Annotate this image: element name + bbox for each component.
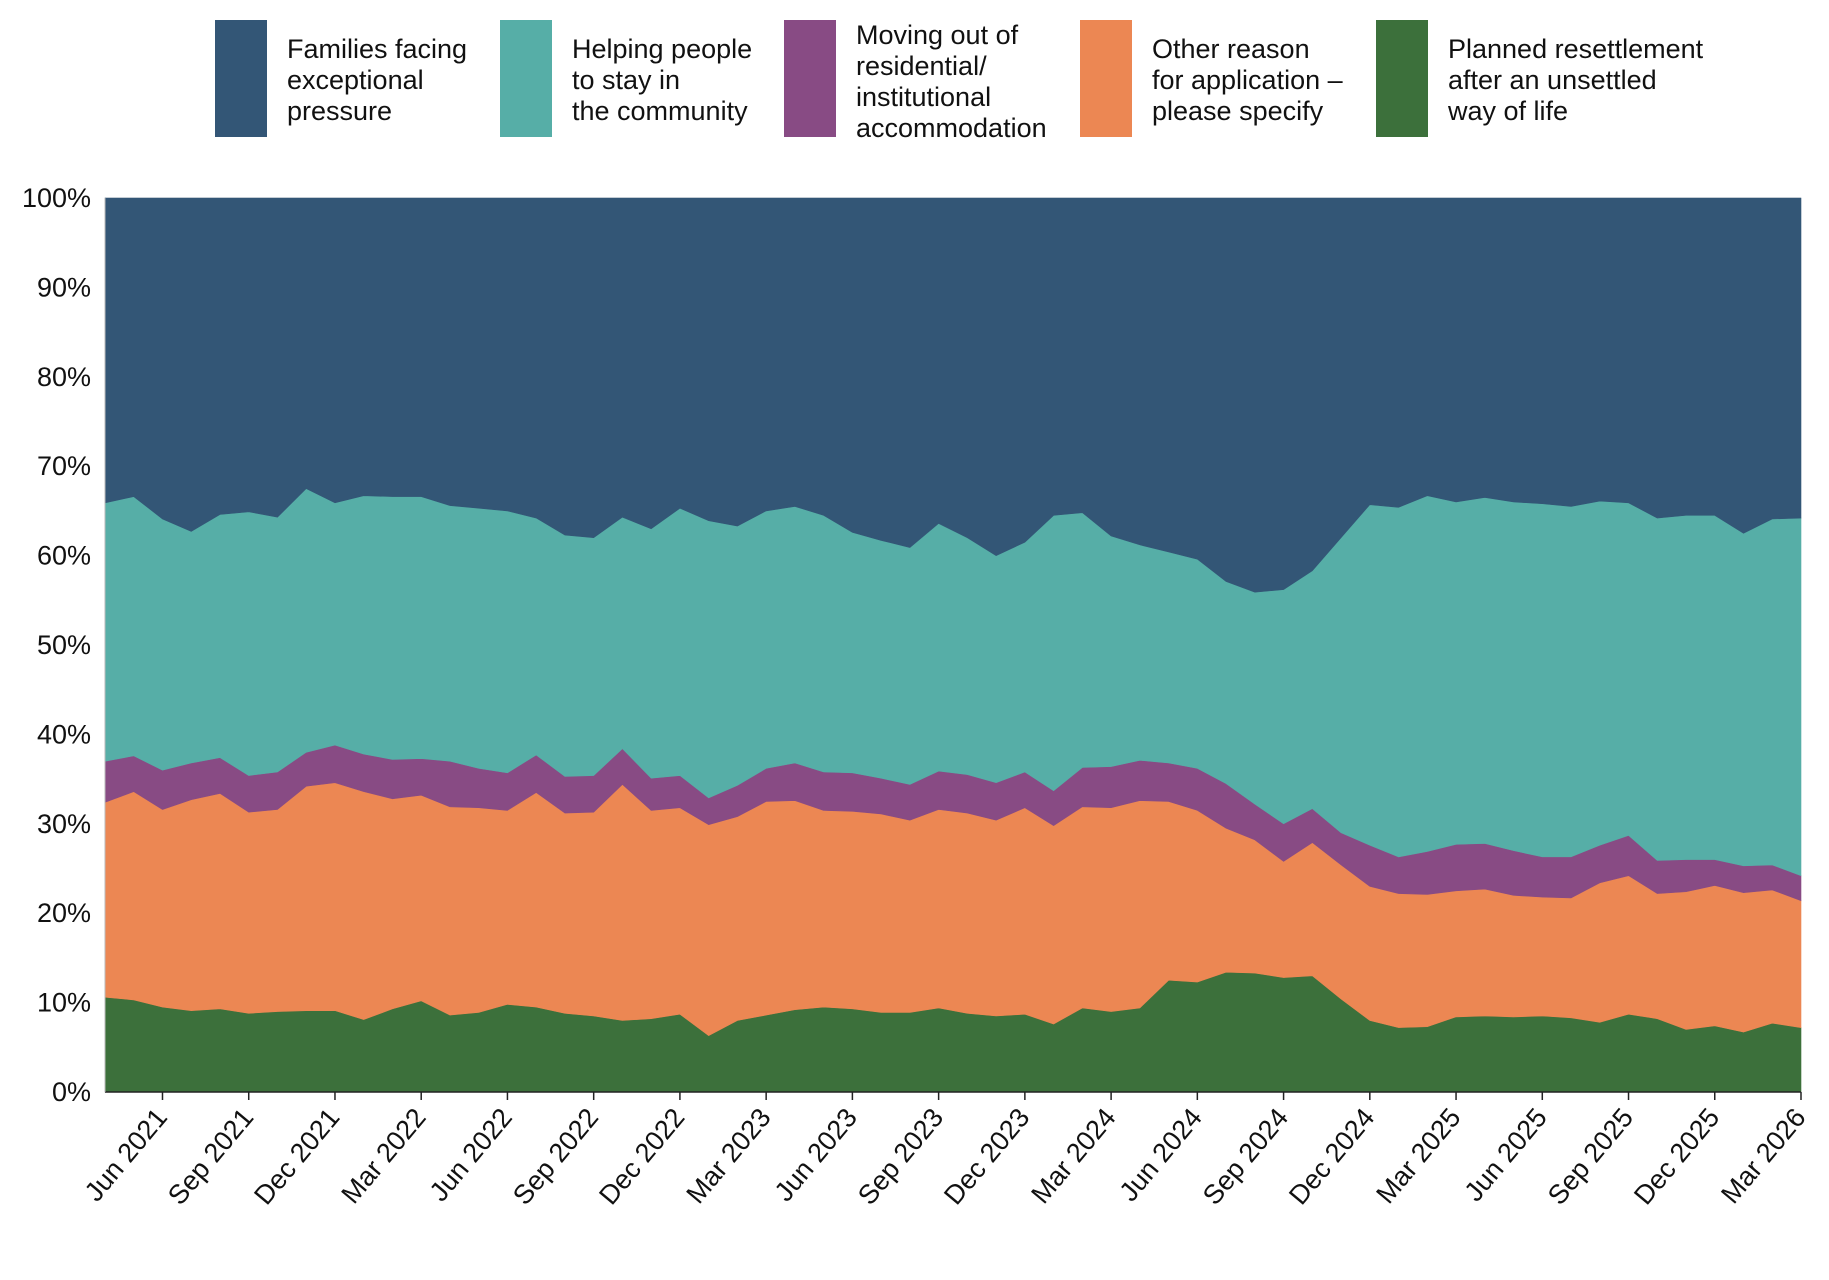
axes <box>104 198 1801 1093</box>
legend-label: Families facing exceptional pressure <box>287 34 468 126</box>
x-tick-label: Sep 2025 <box>1542 1103 1639 1211</box>
area-series <box>104 197 1802 1093</box>
x-tick-label: Mar 2023 <box>680 1103 776 1210</box>
y-tick-label: 0% <box>52 1077 91 1107</box>
legend-swatch <box>784 20 836 137</box>
y-tick-label: 10% <box>37 988 91 1018</box>
area-families-facing-exceptional-pressure[interactable] <box>104 197 1802 593</box>
x-tick-label: Sep 2024 <box>1197 1103 1294 1211</box>
x-tick-label: Jun 2024 <box>1114 1103 1208 1207</box>
x-tick-label: Mar 2026 <box>1715 1103 1811 1210</box>
y-axis-ticks: 0% 10% 20% 30% 40% 50% 60% 70% 80% 90% 100% <box>22 183 91 1107</box>
x-tick-label: Jun 2023 <box>769 1103 863 1207</box>
x-tick-label: Sep 2023 <box>852 1103 949 1211</box>
x-tick-label: Jun 2022 <box>424 1103 518 1207</box>
x-tick-label: Mar 2024 <box>1025 1103 1121 1210</box>
y-tick-label: 80% <box>37 362 91 392</box>
x-tick-label: Dec 2024 <box>1283 1103 1380 1211</box>
legend-swatch <box>215 20 267 137</box>
x-tick-label: Mar 2022 <box>335 1103 431 1210</box>
x-tick-label: Sep 2021 <box>162 1103 259 1211</box>
legend-label: Other reason for application – please sp… <box>1152 34 1343 126</box>
legend-swatch <box>500 20 552 137</box>
x-tick-label: Dec 2021 <box>248 1103 345 1211</box>
y-tick-label: 40% <box>37 719 91 749</box>
x-tick-label: Dec 2022 <box>593 1103 690 1211</box>
y-tick-label: 30% <box>37 809 91 839</box>
x-tick-label: Sep 2022 <box>507 1103 604 1211</box>
legend-label: Planned resettlement after an unsettled … <box>1448 34 1704 126</box>
legend-label: Helping people to stay in the community <box>572 34 753 126</box>
x-tick-label: Mar 2025 <box>1370 1103 1466 1210</box>
legend-swatch <box>1080 20 1132 137</box>
y-tick-label: 100% <box>22 183 91 213</box>
y-tick-label: 60% <box>37 541 91 571</box>
legend-swatch <box>1376 20 1428 137</box>
y-tick-label: 20% <box>37 898 91 928</box>
x-tick-label: Jun 2025 <box>1458 1103 1552 1207</box>
x-tick-label: Dec 2025 <box>1628 1103 1725 1211</box>
y-tick-label: 70% <box>37 451 91 481</box>
y-tick-label: 90% <box>37 272 91 302</box>
x-tick-label: Dec 2023 <box>938 1103 1035 1211</box>
y-tick-label: 50% <box>37 630 91 660</box>
x-tick-label: Jun 2021 <box>79 1103 173 1207</box>
legend-label: Moving out of residential/ institutional… <box>856 20 1047 143</box>
